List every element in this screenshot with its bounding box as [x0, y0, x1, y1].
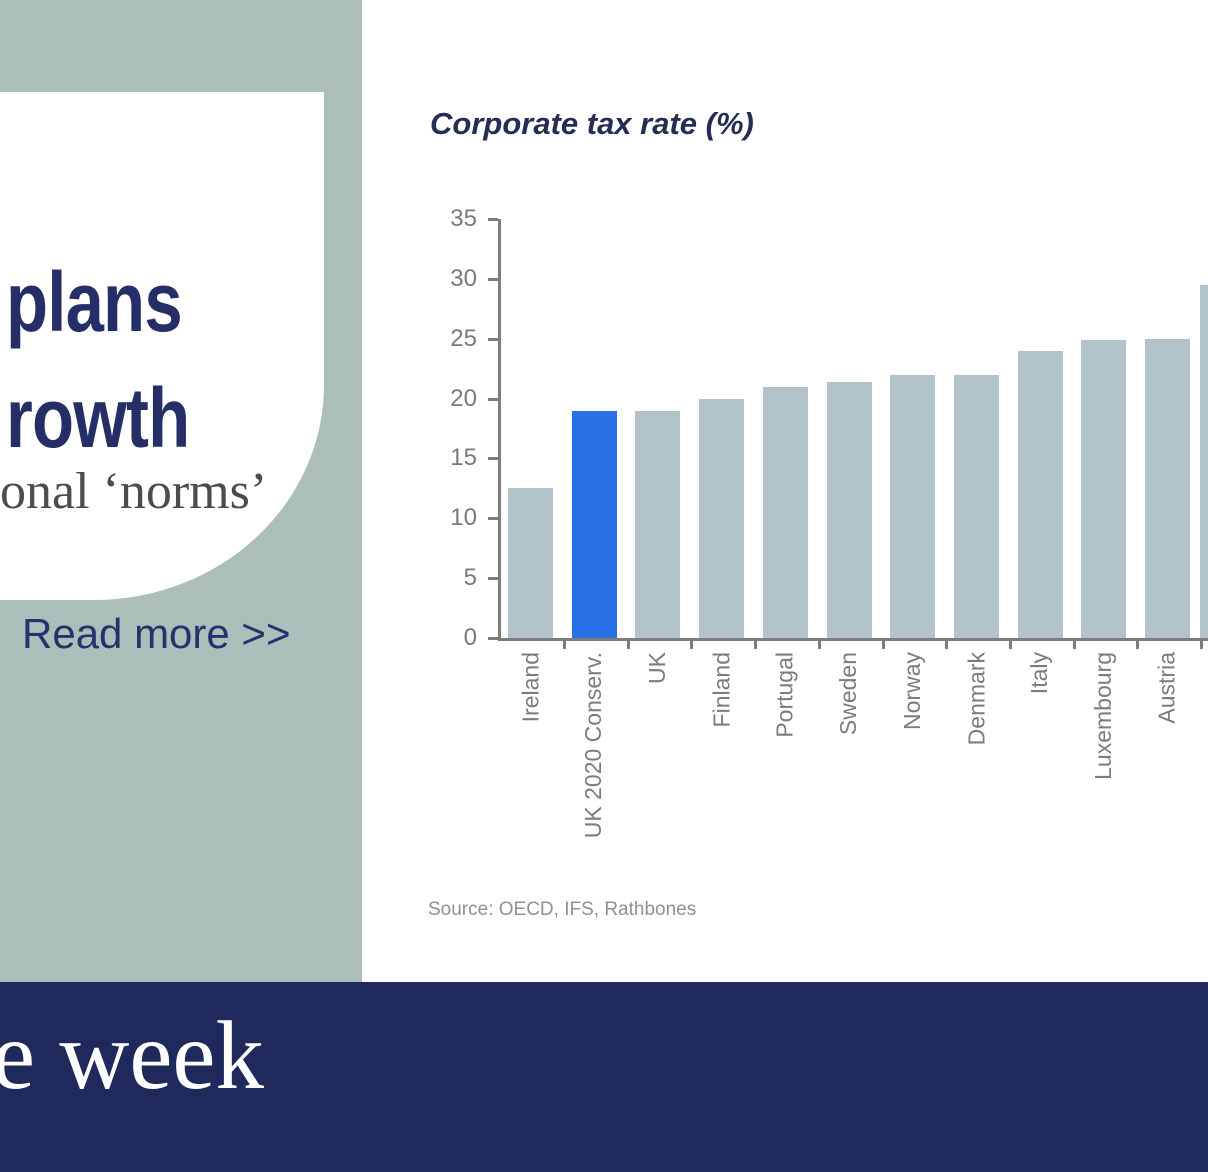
y-tick-label: 20 — [450, 384, 477, 412]
bar-austria — [1145, 338, 1190, 638]
headline-subtitle-fragment: onal ‘norms’ — [0, 463, 268, 520]
x-tick — [945, 641, 949, 649]
chart-title: Corporate tax rate (%) — [430, 106, 754, 141]
bar-uk — [635, 410, 681, 638]
y-tick — [488, 337, 498, 341]
x-tick — [563, 641, 566, 649]
x-tick — [881, 641, 885, 649]
x-tick — [754, 641, 758, 649]
x-category-label-italy: Italy — [1026, 652, 1053, 695]
footer-banner: e week — [0, 982, 1208, 1172]
bar-finland — [699, 398, 745, 638]
bar-uk-2020-conserv — [571, 410, 617, 638]
bar-denmark — [953, 374, 999, 638]
x-tick — [817, 641, 821, 649]
bar-portugal — [762, 386, 808, 638]
x-category-label-denmark: Denmark — [962, 652, 989, 746]
read-more-link[interactable]: Read more >> — [22, 610, 291, 657]
corporate-tax-chart: Corporate tax rate (%) 0 5 10 15 20 25 30 35 Ire… — [362, 0, 1208, 982]
x-tick — [1200, 641, 1203, 649]
headline-card: plans rowth onal ‘norms’ Read more >> — [0, 92, 324, 657]
bar-partial — [1200, 284, 1208, 638]
y-tick-label: 10 — [450, 504, 477, 532]
y-tick-label: 5 — [463, 564, 477, 592]
x-tick — [1008, 641, 1012, 649]
y-tick — [488, 218, 498, 221]
bar-norway — [890, 374, 936, 638]
x-tick — [1136, 641, 1140, 649]
bar-ireland — [508, 488, 553, 638]
x-category-label-ireland: Ireland — [517, 652, 543, 723]
y-tick — [488, 637, 498, 640]
x-axis-line — [498, 638, 1208, 641]
headline-line2: rowth — [6, 371, 190, 465]
x-category-label-uk-2020-conserv: UK 2020 Conserv. — [580, 652, 607, 839]
x-category-label-finland: Finland — [708, 652, 735, 728]
y-tick — [488, 577, 498, 581]
bar-luxembourg — [1081, 339, 1127, 638]
x-category-label-sweden: Sweden — [835, 652, 862, 736]
x-category-label-luxembourg: Luxembourg — [1090, 652, 1117, 780]
y-tick-label: 15 — [450, 444, 477, 472]
y-axis-line — [498, 219, 501, 641]
footer-title-fragment: e week — [0, 1002, 264, 1109]
headline: plans rowth — [6, 244, 190, 476]
y-tick — [488, 517, 498, 521]
bar-italy — [1017, 350, 1063, 638]
x-tick — [1072, 641, 1076, 649]
x-category-label-uk: UK — [644, 652, 671, 684]
y-tick — [488, 277, 498, 281]
y-tick — [488, 457, 498, 461]
y-tick-label: 0 — [463, 624, 477, 651]
headline-line1: plans — [6, 255, 183, 349]
source-note: Source: OECD, IFS, Rathbones — [428, 899, 697, 920]
y-tick-label: 35 — [450, 205, 477, 232]
bar-sweden — [826, 381, 872, 638]
x-category-label-norway: Norway — [899, 652, 926, 730]
x-tick — [626, 641, 630, 649]
x-category-label-portugal: Portugal — [771, 652, 798, 738]
x-category-label-austria: Austria — [1154, 652, 1180, 724]
y-tick-label: 25 — [450, 324, 477, 352]
x-tick — [690, 641, 694, 649]
y-tick-label: 30 — [450, 264, 477, 292]
y-tick — [488, 397, 498, 401]
